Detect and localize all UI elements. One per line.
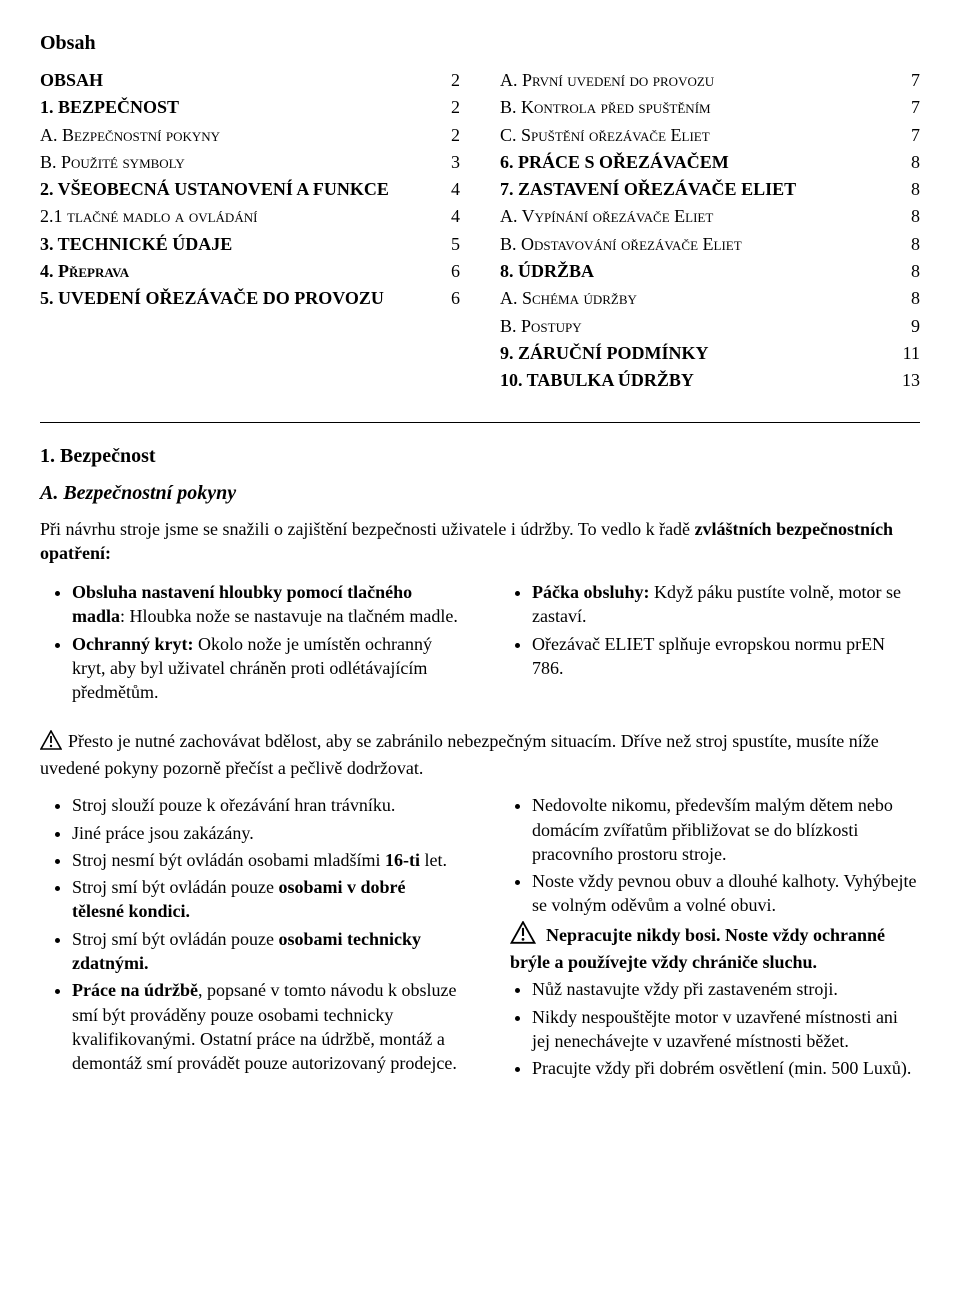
- features-right: Páčka obsluhy: Když páku pustíte volně, …: [500, 580, 920, 680]
- toc-row: 8. ÚDRŽBA8: [500, 259, 920, 283]
- toc-label: 2. VŠEOBECNÁ USTANOVENÍ A FUNKCE: [40, 177, 430, 201]
- toc-label: 1. BEZPEČNOST: [40, 95, 430, 119]
- list-item: Obsluha nastavení hloubky pomocí tlačnéh…: [72, 580, 460, 629]
- list-item: Stroj smí být ovládán pouze osobami tech…: [72, 927, 460, 976]
- toc-row: A. Vypínání ořezávače Eliet8: [500, 204, 920, 228]
- list-item: Nůž nastavujte vždy při zastaveném stroj…: [532, 977, 920, 1001]
- toc-page: 9: [890, 314, 920, 338]
- toc-page: 7: [890, 95, 920, 119]
- toc-label: B. Postupy: [500, 314, 890, 338]
- toc-page: 7: [890, 68, 920, 92]
- toc-title: Obsah: [40, 30, 920, 57]
- section-1a-title: A. Bezpečnostní pokyny: [40, 480, 920, 507]
- toc-row: 9. ZÁRUČNÍ PODMÍNKY11: [500, 341, 920, 365]
- section-rule: [40, 422, 920, 423]
- toc-label: A. Schéma údržby: [500, 286, 890, 310]
- toc-label: 7. ZASTAVENÍ OŘEZÁVAČE ELIET: [500, 177, 890, 201]
- rules-right: Nedovolte nikomu, především malým dětem …: [500, 793, 920, 1080]
- section-1a-intro: Při návrhu stroje jsme se snažili o zaji…: [40, 517, 920, 566]
- toc-row: 1. BEZPEČNOST2: [40, 95, 460, 119]
- list-item: Stroj nesmí být ovládán osobami mladšími…: [72, 848, 460, 872]
- toc-label: 4. Přeprava: [40, 259, 430, 283]
- section-1-title: 1. Bezpečnost: [40, 443, 920, 470]
- toc-label: A. Vypínání ořezávače Eliet: [500, 204, 890, 228]
- list-item: Nedovolte nikomu, především malým dětem …: [532, 793, 920, 866]
- toc-label: 9. ZÁRUČNÍ PODMÍNKY: [500, 341, 890, 365]
- list-item: Ochranný kryt: Okolo nože je umístěn och…: [72, 632, 460, 705]
- warning-text: Přesto je nutné zachovávat bdělost, aby …: [40, 731, 879, 778]
- toc-page: 4: [430, 204, 460, 228]
- toc-row: 4. Přeprava6: [40, 259, 460, 283]
- toc-row: A. První uvedení do provozu7: [500, 68, 920, 92]
- toc-row: 6. PRÁCE S OŘEZÁVAČEM8: [500, 150, 920, 174]
- warning-bold-text: Nepracujte nikdy bosi. Noste vždy ochran…: [510, 925, 885, 972]
- list-item: Nikdy nespouštějte motor v uzavřené míst…: [532, 1005, 920, 1054]
- toc-page: 13: [890, 368, 920, 392]
- toc-page: 8: [890, 204, 920, 228]
- toc-label: A. Bezpečnostní pokyny: [40, 123, 430, 147]
- toc-row: A. Bezpečnostní pokyny2: [40, 123, 460, 147]
- list-item: Páčka obsluhy: Když páku pustíte volně, …: [532, 580, 920, 629]
- toc-page: 3: [430, 150, 460, 174]
- toc-label: B. Kontrola před spuštěním: [500, 95, 890, 119]
- toc-label: 5. UVEDENÍ OŘEZÁVAČE DO PROVOZU: [40, 286, 430, 310]
- toc-label: 10. TABULKA ÚDRŽBY: [500, 368, 890, 392]
- toc-label: A. První uvedení do provozu: [500, 68, 890, 92]
- toc-row: 2. VŠEOBECNÁ USTANOVENÍ A FUNKCE4: [40, 177, 460, 201]
- toc-row: A. Schéma údržby8: [500, 286, 920, 310]
- toc-page: 8: [890, 232, 920, 256]
- toc-page: 8: [890, 150, 920, 174]
- toc-page: 2: [430, 123, 460, 147]
- toc-page: 2: [430, 95, 460, 119]
- list-item: Stroj smí být ovládán pouze osobami v do…: [72, 875, 460, 924]
- warning-icon: [40, 730, 62, 756]
- toc-row: B. Použité symboly3: [40, 150, 460, 174]
- toc-row: 2.1 tlačné madlo a ovládání4: [40, 204, 460, 228]
- toc-col-right: A. První uvedení do provozu7B. Kontrola …: [500, 65, 920, 396]
- toc-page: 7: [890, 123, 920, 147]
- toc-label: 8. ÚDRŽBA: [500, 259, 890, 283]
- list-item: Ořezávač ELIET splňuje evropskou normu p…: [532, 632, 920, 681]
- toc-row: OBSAH2: [40, 68, 460, 92]
- toc-page: 6: [430, 259, 460, 283]
- features-columns: Obsluha nastavení hloubky pomocí tlačnéh…: [40, 577, 920, 714]
- toc-row: 10. TABULKA ÚDRŽBY13: [500, 368, 920, 392]
- toc-page: 4: [430, 177, 460, 201]
- toc-label: 6. PRÁCE S OŘEZÁVAČEM: [500, 150, 890, 174]
- toc-row: B. Kontrola před spuštěním7: [500, 95, 920, 119]
- toc-col-left: OBSAH21. BEZPEČNOST2A. Bezpečnostní poky…: [40, 65, 460, 396]
- intro-text: Při návrhu stroje jsme se snažili o zaji…: [40, 519, 695, 539]
- toc-page: 8: [890, 259, 920, 283]
- features-left: Obsluha nastavení hloubky pomocí tlačnéh…: [40, 580, 460, 704]
- toc-page: 8: [890, 286, 920, 310]
- toc-label: B. Odstavování ořezávače Eliet: [500, 232, 890, 256]
- toc-label: B. Použité symboly: [40, 150, 430, 174]
- list-item: Práce na údržbě, popsané v tomto návodu …: [72, 978, 460, 1075]
- toc-label: C. Spuštění ořezávače Eliet: [500, 123, 890, 147]
- toc-row: C. Spuštění ořezávače Eliet7: [500, 123, 920, 147]
- toc-page: 6: [430, 286, 460, 310]
- list-item: Jiné práce jsou zakázány.: [72, 821, 460, 845]
- toc-row: B. Postupy9: [500, 314, 920, 338]
- toc-page: 8: [890, 177, 920, 201]
- toc-label: 2.1 tlačné madlo a ovládání: [40, 204, 430, 228]
- toc-page: 5: [430, 232, 460, 256]
- warning-icon: [510, 921, 536, 950]
- rules-left: Stroj slouží pouze k ořezávání hran tráv…: [40, 793, 460, 1075]
- toc-label: OBSAH: [40, 68, 430, 92]
- toc-row: 5. UVEDENÍ OŘEZÁVAČE DO PROVOZU6: [40, 286, 460, 310]
- list-item: Noste vždy pevnou obuv a dlouhé kalhoty.…: [532, 869, 920, 918]
- warning-paragraph: Přesto je nutné zachovávat bdělost, aby …: [40, 729, 920, 781]
- toc-columns: OBSAH21. BEZPEČNOST2A. Bezpečnostní poky…: [40, 65, 920, 396]
- toc-label: 3. TECHNICKÉ ÚDAJE: [40, 232, 430, 256]
- toc-row: 7. ZASTAVENÍ OŘEZÁVAČE ELIET8: [500, 177, 920, 201]
- toc-row: B. Odstavování ořezávače Eliet8: [500, 232, 920, 256]
- toc-page: 11: [890, 341, 920, 365]
- list-item: Pracujte vždy při dobrém osvětlení (min.…: [532, 1056, 920, 1080]
- toc-row: 3. TECHNICKÉ ÚDAJE5: [40, 232, 460, 256]
- rules-columns: Stroj slouží pouze k ořezávání hran tráv…: [40, 790, 920, 1090]
- list-item: Stroj slouží pouze k ořezávání hran tráv…: [72, 793, 460, 817]
- list-item: Nepracujte nikdy bosi. Noste vždy ochran…: [510, 921, 920, 975]
- toc-page: 2: [430, 68, 460, 92]
